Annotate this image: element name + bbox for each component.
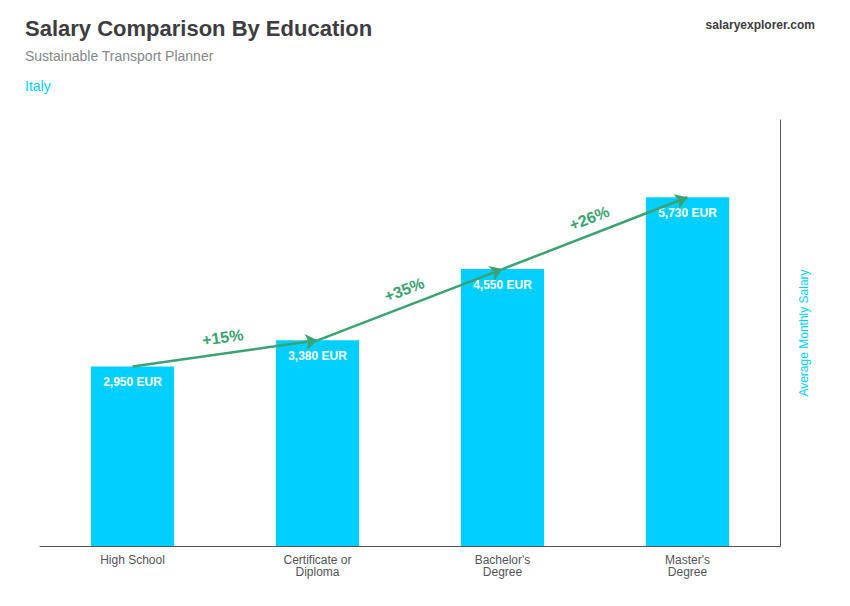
svg-text:Average Monthly Salary: Average Monthly Salary <box>797 269 811 396</box>
svg-text:Certificate or: Certificate or <box>283 553 352 567</box>
svg-text:4,550 EUR: 4,550 EUR <box>473 278 532 292</box>
svg-text:Salary Comparison By Education: Salary Comparison By Education <box>25 16 372 41</box>
svg-text:Bachelor's: Bachelor's <box>474 553 531 567</box>
svg-text:Degree: Degree <box>483 565 523 579</box>
svg-text:High School: High School <box>100 553 165 567</box>
svg-text:+15%: +15% <box>201 326 244 349</box>
svg-text:+26%: +26% <box>567 203 612 234</box>
svg-text:5,730 EUR: 5,730 EUR <box>658 206 717 220</box>
svg-text:2,950 EUR: 2,950 EUR <box>103 375 162 389</box>
svg-text:Master's: Master's <box>665 553 710 567</box>
svg-text:salaryexplorer.com: salaryexplorer.com <box>706 18 815 32</box>
svg-text:+35%: +35% <box>382 274 427 305</box>
svg-text:Diploma: Diploma <box>295 565 339 579</box>
svg-text:3,380 EUR: 3,380 EUR <box>288 349 347 363</box>
svg-text:Italy: Italy <box>25 78 51 94</box>
svg-text:Sustainable Transport Planner: Sustainable Transport Planner <box>25 48 214 64</box>
svg-text:Degree: Degree <box>668 565 708 579</box>
